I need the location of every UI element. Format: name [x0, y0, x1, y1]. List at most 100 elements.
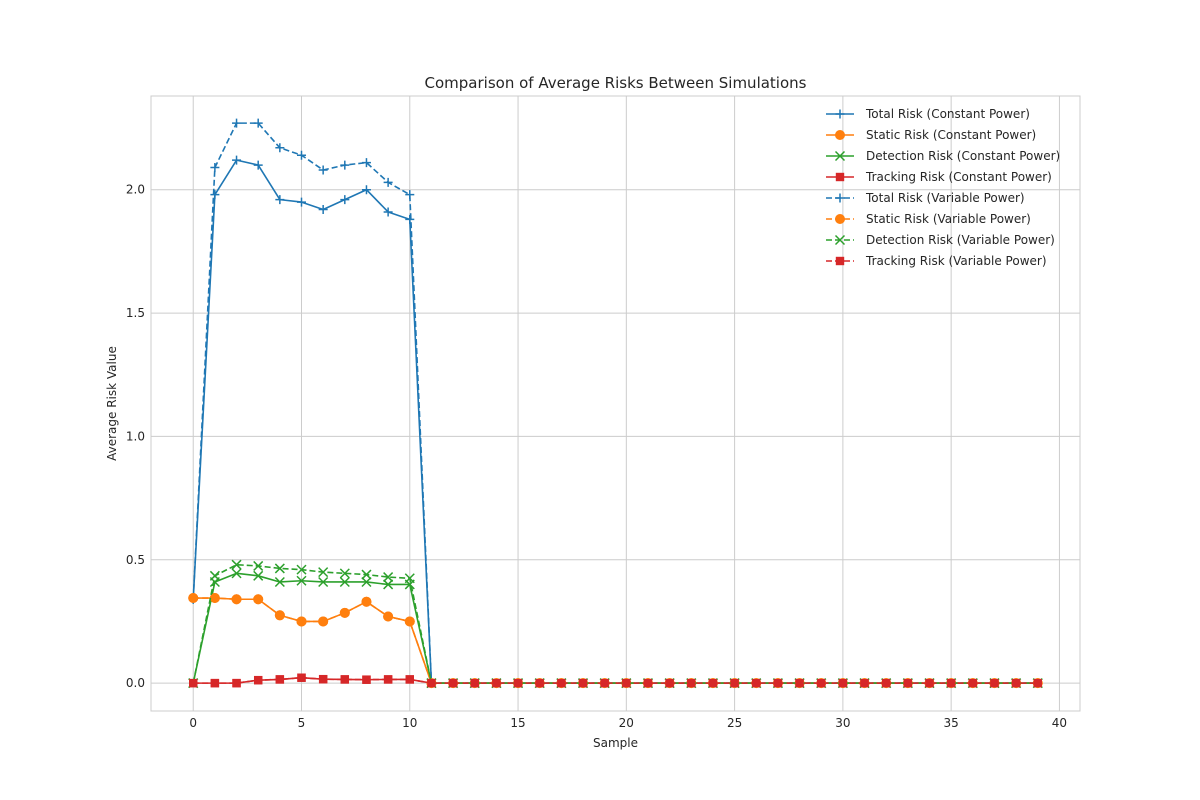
- data-point: [231, 594, 242, 605]
- legend-entry: Detection Risk (Variable Power): [826, 233, 1055, 247]
- data-point: [339, 607, 350, 618]
- legend-marker: [834, 150, 846, 162]
- data-point: [968, 678, 978, 688]
- x-tick-label: 30: [835, 716, 850, 730]
- x-tick-label: 15: [510, 716, 525, 730]
- series-line: [192, 122, 1038, 684]
- y-tick-label: 0.0: [126, 676, 145, 690]
- tick-labels: 0 5 10 15 20 25 30 35 40 0.0 0.5 1.0 1.5 2.0: [126, 183, 1067, 730]
- data-point: [903, 678, 913, 688]
- data-point: [405, 675, 414, 684]
- data-point: [470, 678, 479, 688]
- data-point: [318, 674, 328, 684]
- data-point: [339, 576, 350, 588]
- legend-entry: Tracking Risk (Constant Power): [826, 170, 1052, 184]
- plot-area-frame: [150, 95, 1081, 712]
- legend-marker: [835, 109, 845, 119]
- legend-label: Total Risk (Variable Power): [865, 191, 1025, 205]
- data-point: [881, 678, 891, 688]
- data-point: [817, 678, 826, 688]
- data-point: [297, 197, 307, 207]
- data-point: [535, 678, 544, 688]
- x-tick-label: 20: [619, 716, 634, 730]
- legend-marker: [835, 172, 845, 182]
- data-point: [231, 559, 242, 570]
- data-point: [708, 678, 718, 688]
- legend-label: Detection Risk (Variable Power): [866, 233, 1055, 247]
- data-point: [795, 678, 804, 688]
- data-point: [318, 204, 328, 214]
- data-point: [275, 675, 285, 684]
- data-point: [643, 678, 653, 688]
- legend-label: Tracking Risk (Variable Power): [865, 254, 1047, 268]
- series-layer: [188, 118, 1043, 689]
- data-point: [557, 678, 566, 688]
- data-point: [383, 177, 393, 187]
- x-tick-label: 10: [402, 716, 417, 730]
- data-point: [296, 616, 307, 627]
- data-point: [427, 678, 436, 688]
- data-point: [361, 596, 372, 607]
- data-point: [231, 568, 242, 579]
- data-point: [209, 570, 220, 581]
- data-point: [448, 678, 458, 688]
- data-point: [925, 678, 934, 688]
- data-point: [361, 576, 372, 588]
- data-point: [296, 564, 307, 575]
- data-point: [600, 678, 609, 688]
- data-point: [253, 594, 264, 605]
- data-point: [665, 678, 674, 688]
- data-point: [318, 567, 329, 578]
- y-axis-label: Average Risk Value: [105, 346, 119, 461]
- data-point: [232, 155, 242, 165]
- data-point: [405, 214, 415, 224]
- data-point: [1033, 678, 1042, 688]
- data-point: [232, 118, 242, 128]
- legend: Total Risk (Constant Power) Static Risk (…: [826, 107, 1060, 268]
- data-point: [383, 675, 393, 684]
- data-point: [297, 150, 307, 160]
- data-point: [253, 675, 263, 685]
- data-point: [687, 678, 696, 688]
- legend-label: Static Risk (Variable Power): [866, 212, 1031, 226]
- x-tick-label: 40: [1052, 716, 1067, 730]
- legend-marker: [834, 234, 846, 246]
- data-point: [210, 678, 220, 688]
- x-tick-label: 0: [189, 716, 197, 730]
- data-point: [318, 616, 329, 627]
- data-point: [340, 675, 350, 684]
- data-point: [838, 678, 848, 688]
- data-point: [274, 563, 285, 574]
- data-point: [773, 678, 783, 688]
- data-point: [297, 673, 306, 682]
- data-point: [340, 195, 350, 205]
- data-point: [339, 568, 350, 579]
- legend-marker: [835, 214, 845, 224]
- data-point: [275, 195, 285, 205]
- data-point: [210, 163, 220, 173]
- y-tick-label: 1.5: [126, 306, 145, 320]
- y-tick-label: 2.0: [126, 183, 145, 197]
- data-point: [318, 576, 329, 588]
- legend-entry: Detection Risk (Constant Power): [826, 149, 1060, 163]
- data-point: [752, 678, 761, 688]
- data-point: [1011, 678, 1021, 688]
- data-point: [274, 576, 285, 588]
- data-point: [383, 207, 393, 217]
- data-point: [404, 616, 415, 627]
- data-point: [318, 165, 328, 175]
- data-point: [404, 573, 415, 584]
- data-point: [383, 579, 394, 590]
- data-point: [274, 610, 285, 621]
- legend-entry: Total Risk (Variable Power): [826, 191, 1025, 205]
- data-point: [622, 678, 631, 688]
- legend-label: Static Risk (Constant Power): [866, 128, 1036, 142]
- data-point: [253, 118, 263, 128]
- data-point: [253, 570, 264, 581]
- x-tick-label: 25: [727, 716, 742, 730]
- legend-marker: [835, 130, 845, 140]
- data-point: [860, 678, 869, 688]
- data-point: [383, 572, 394, 583]
